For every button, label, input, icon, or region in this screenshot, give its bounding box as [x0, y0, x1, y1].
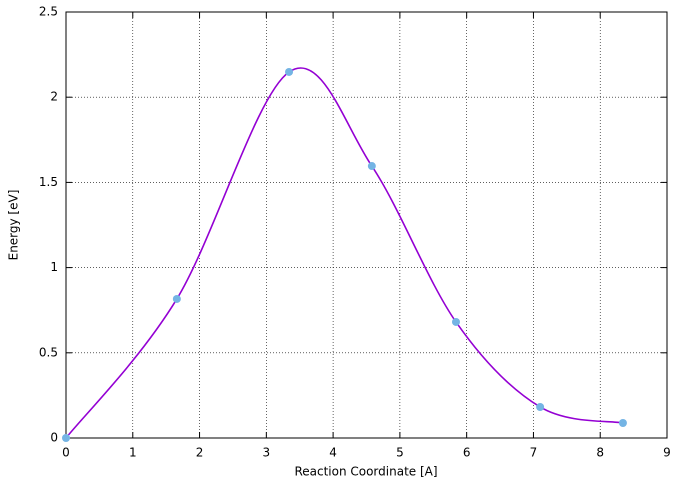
x-tick-label: 3 [263, 446, 271, 460]
y-tick-label: 1.5 [39, 175, 58, 189]
x-tick-label: 1 [129, 446, 137, 460]
y-tick-label: 1 [50, 260, 58, 274]
y-axis-label: Energy [eV] [7, 190, 21, 261]
x-tick-label: 7 [530, 446, 538, 460]
y-tick-label: 2 [50, 90, 58, 104]
y-tick-label: 2.5 [39, 5, 58, 19]
y-tick-label: 0.5 [39, 345, 58, 359]
x-tick-label: 9 [663, 446, 671, 460]
x-tick-label: 5 [396, 446, 404, 460]
plot-frame [65, 11, 668, 439]
data-point [62, 434, 70, 442]
x-tick-label: 0 [62, 446, 70, 460]
data-point [172, 294, 181, 303]
data-point [367, 162, 376, 171]
x-tick-label: 2 [196, 446, 204, 460]
x-tick-label: 8 [596, 446, 604, 460]
x-tick-label: 6 [463, 446, 471, 460]
energy-curve [65, 67, 624, 439]
y-tick-label: 0 [50, 431, 58, 445]
x-axis-label: Reaction Coordinate [A] [294, 465, 437, 479]
x-tick-label: 4 [329, 446, 337, 460]
data-point [285, 67, 294, 76]
data-point [618, 419, 627, 428]
data-point [451, 317, 460, 326]
data-point [536, 402, 545, 411]
